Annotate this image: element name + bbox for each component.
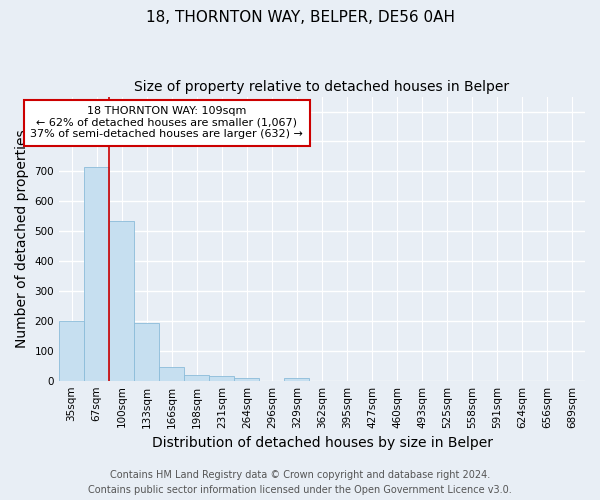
Bar bbox=[109, 220, 134, 380]
X-axis label: Distribution of detached houses by size in Belper: Distribution of detached houses by size … bbox=[152, 436, 493, 450]
Y-axis label: Number of detached properties: Number of detached properties bbox=[15, 130, 29, 348]
Bar bbox=[84, 167, 109, 380]
Text: Contains HM Land Registry data © Crown copyright and database right 2024.
Contai: Contains HM Land Registry data © Crown c… bbox=[88, 470, 512, 495]
Bar bbox=[159, 367, 184, 380]
Bar bbox=[134, 324, 159, 380]
Bar bbox=[235, 378, 259, 380]
Text: 18 THORNTON WAY: 109sqm
← 62% of detached houses are smaller (1,067)
37% of semi: 18 THORNTON WAY: 109sqm ← 62% of detache… bbox=[31, 106, 303, 140]
Bar bbox=[59, 321, 84, 380]
Text: 18, THORNTON WAY, BELPER, DE56 0AH: 18, THORNTON WAY, BELPER, DE56 0AH bbox=[146, 10, 455, 25]
Bar bbox=[209, 376, 235, 380]
Bar bbox=[284, 378, 310, 380]
Bar bbox=[184, 374, 209, 380]
Title: Size of property relative to detached houses in Belper: Size of property relative to detached ho… bbox=[134, 80, 509, 94]
